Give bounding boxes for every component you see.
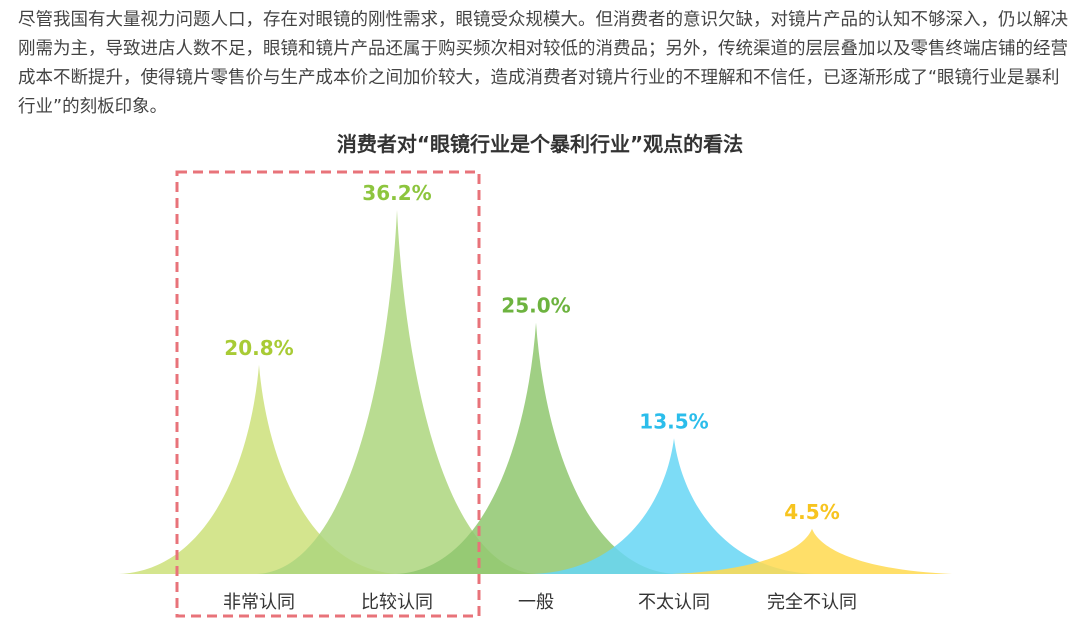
peak-2 [257,210,537,574]
peak-5 [672,528,952,574]
peak-1 [119,364,399,574]
chart-category-labels: 非常认同 比较认同 一般 不太认同 完全不认同 [223,592,857,613]
chart-peaks [119,210,952,574]
chart-value-labels: 20.8% 36.2% 25.0% 13.5% 4.5% [224,181,839,524]
value-label-5: 4.5% [784,500,839,524]
value-label-1: 20.8% [224,336,293,360]
category-label-2: 比较认同 [361,592,433,613]
category-label-5: 完全不认同 [767,592,857,613]
peak-3 [396,322,676,574]
category-label-1: 非常认同 [223,592,295,613]
highlight-box [175,170,481,618]
chart-title: 消费者对“眼镜行业是个暴利行业”观点的看法 [336,132,744,156]
value-label-2: 36.2% [362,181,431,205]
category-label-3: 一般 [518,592,554,613]
peak-4 [534,438,814,574]
value-label-4: 13.5% [639,409,708,433]
value-label-3: 25.0% [501,294,570,318]
intro-paragraph: 尽管我国有大量视力问题人口，存在对眼镜的刚性需求，眼镜受众规模大。但消费者的意识… [18,10,1068,117]
category-label-4: 不太认同 [638,592,710,613]
